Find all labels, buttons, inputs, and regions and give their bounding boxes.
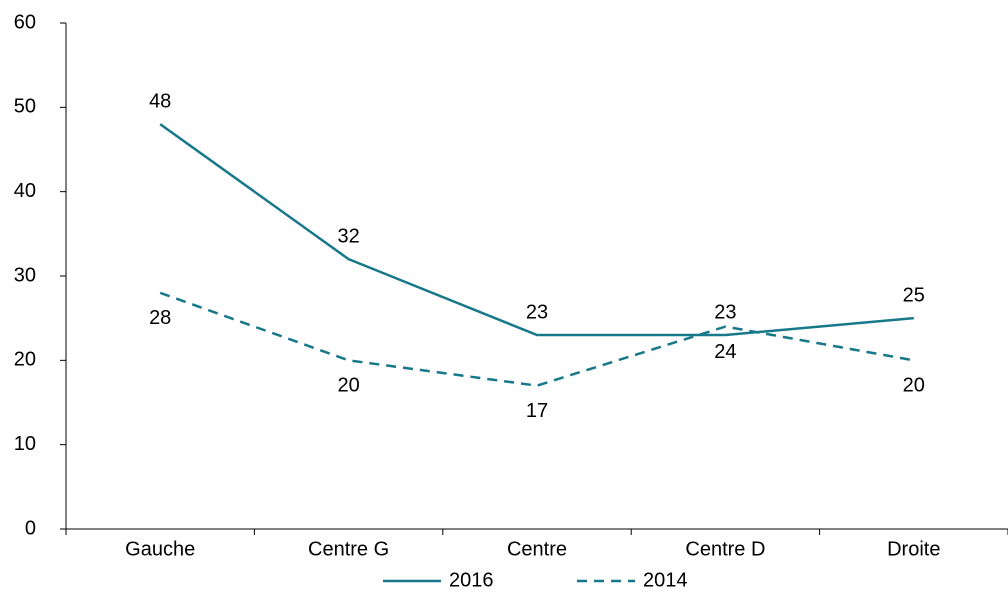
x-tick-label: Centre G xyxy=(308,538,389,560)
data-label: 25 xyxy=(903,284,925,306)
data-label: 32 xyxy=(337,225,359,247)
legend-label: 2014 xyxy=(643,569,688,591)
x-tick-label: Centre D xyxy=(685,538,765,560)
y-tick-label: 30 xyxy=(14,264,36,286)
y-tick-label: 0 xyxy=(25,517,36,539)
x-tick-label: Gauche xyxy=(125,538,195,560)
y-tick-label: 10 xyxy=(14,433,36,455)
legend-label: 2016 xyxy=(449,569,494,591)
y-tick-label: 50 xyxy=(14,96,36,118)
data-label: 20 xyxy=(337,375,359,397)
data-label: 23 xyxy=(714,301,736,323)
data-label: 24 xyxy=(714,341,736,363)
data-label: 28 xyxy=(149,307,171,329)
series-line xyxy=(159,123,914,337)
y-tick-label: 40 xyxy=(14,180,36,202)
y-tick-label: 20 xyxy=(14,349,36,371)
series-line xyxy=(159,291,915,387)
data-label: 20 xyxy=(903,375,925,397)
data-label: 48 xyxy=(149,90,171,112)
x-tick-label: Droite xyxy=(887,538,940,560)
y-tick-label: 60 xyxy=(14,11,36,33)
data-label: 17 xyxy=(526,400,548,422)
x-tick-label: Centre xyxy=(507,538,567,560)
data-label: 23 xyxy=(526,301,548,323)
